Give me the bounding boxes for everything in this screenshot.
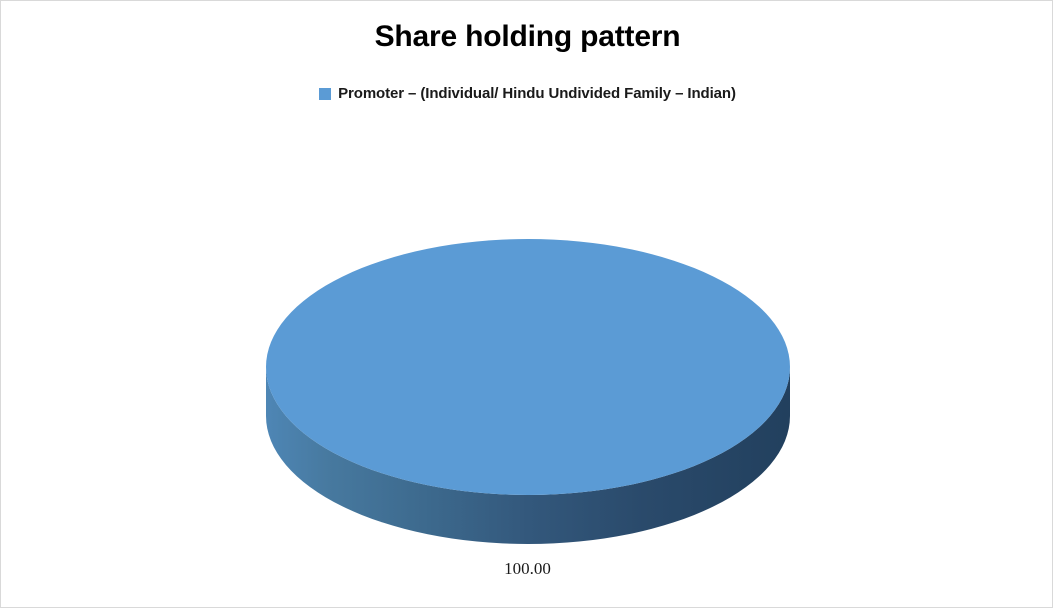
pie-slice-top-promoter[interactable] xyxy=(266,239,790,495)
pie-chart-svg xyxy=(266,239,790,544)
legend-item-label: Promoter – (Individual/ Hindu Undivided … xyxy=(338,85,736,102)
legend-entry[interactable]: Promoter – (Individual/ Hindu Undivided … xyxy=(319,85,736,102)
chart-title: Share holding pattern xyxy=(374,20,681,53)
pie-data-label: 100.00 xyxy=(504,559,551,578)
pie-chart-3d[interactable] xyxy=(266,239,790,544)
chart-legend: Promoter – (Individual/ Hindu Undivided … xyxy=(1,85,1052,102)
legend-swatch-icon xyxy=(319,87,332,100)
pie-slice-side-promoter xyxy=(266,367,790,544)
